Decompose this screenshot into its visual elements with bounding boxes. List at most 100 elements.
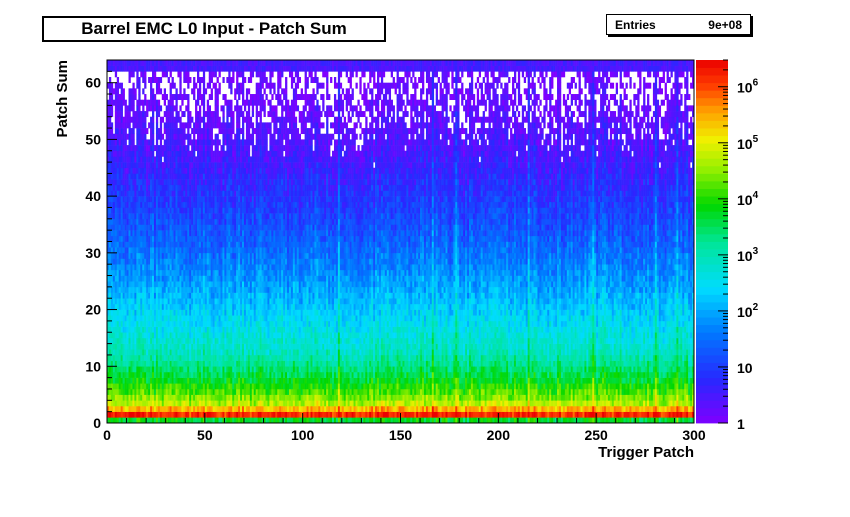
heatmap-cell bbox=[140, 275, 143, 282]
heatmap-cell bbox=[171, 354, 174, 361]
heatmap-cell bbox=[152, 405, 155, 412]
heatmap-cell bbox=[148, 213, 151, 220]
heatmap-cell bbox=[107, 354, 110, 361]
heatmap-cell bbox=[197, 269, 200, 276]
heatmap-cell bbox=[253, 360, 257, 367]
heatmap-cell bbox=[161, 201, 165, 208]
heatmap-cell bbox=[261, 150, 264, 157]
heatmap-cell bbox=[175, 145, 178, 152]
heatmap-cell bbox=[269, 354, 272, 361]
heatmap-cell bbox=[193, 366, 196, 373]
heatmap-cell bbox=[198, 179, 202, 186]
heatmap-cell bbox=[210, 133, 213, 140]
heatmap-cell bbox=[210, 77, 213, 83]
heatmap-cell bbox=[108, 184, 112, 191]
heatmap-cell bbox=[249, 332, 253, 339]
heatmap-cell bbox=[165, 417, 168, 424]
heatmap-cell bbox=[146, 349, 149, 356]
heatmap-cell bbox=[177, 116, 180, 123]
heatmap-cell bbox=[265, 315, 268, 322]
heatmap-cell bbox=[157, 201, 161, 208]
heatmap-cell bbox=[249, 167, 253, 174]
heatmap-cell bbox=[210, 60, 213, 66]
heatmap-cell bbox=[185, 150, 188, 157]
heatmap-cell bbox=[110, 366, 114, 373]
heatmap-cell bbox=[175, 173, 178, 180]
heatmap-cell bbox=[265, 230, 268, 237]
heatmap-cell bbox=[251, 173, 255, 180]
heatmap-cell bbox=[247, 309, 251, 316]
heatmap-cell bbox=[230, 224, 233, 231]
heatmap-cell bbox=[165, 411, 168, 418]
heatmap-cell bbox=[249, 235, 253, 242]
heatmap-cell bbox=[120, 82, 123, 89]
heatmap-cell bbox=[208, 332, 212, 339]
heatmap-cell bbox=[167, 315, 170, 322]
heatmap-cell bbox=[261, 99, 264, 106]
heatmap-cell bbox=[146, 173, 149, 180]
heatmap-cell bbox=[240, 150, 243, 157]
heatmap-cell bbox=[163, 224, 166, 231]
heatmap-cell bbox=[144, 286, 147, 293]
heatmap-cell bbox=[163, 122, 166, 129]
heatmap-cell bbox=[265, 190, 268, 197]
heatmap-cell bbox=[159, 411, 163, 418]
heatmap-cell bbox=[118, 201, 121, 208]
heatmap-cell bbox=[228, 99, 231, 106]
heatmap-cell bbox=[202, 207, 206, 214]
heatmap-cell bbox=[210, 400, 213, 407]
heatmap-cell bbox=[206, 218, 210, 225]
heatmap-cell bbox=[124, 309, 127, 316]
heatmap-cell bbox=[263, 139, 266, 146]
heatmap-cell bbox=[242, 269, 245, 276]
heatmap-cell bbox=[228, 417, 231, 424]
heatmap-cell bbox=[242, 286, 245, 293]
heatmap-cell bbox=[216, 213, 219, 220]
heatmap-cell bbox=[167, 354, 170, 361]
heatmap-cell bbox=[236, 105, 239, 112]
heatmap-cell bbox=[126, 213, 129, 220]
heatmap-cell bbox=[255, 252, 258, 259]
heatmap-cell bbox=[146, 105, 149, 112]
heatmap-cell bbox=[198, 196, 202, 203]
heatmap-cell bbox=[108, 218, 112, 225]
heatmap-cell bbox=[122, 122, 125, 129]
heatmap-cell bbox=[230, 275, 233, 282]
heatmap-cell bbox=[150, 207, 153, 214]
heatmap-cell bbox=[167, 360, 170, 367]
heatmap-cell bbox=[214, 179, 217, 186]
heatmap-cell bbox=[214, 201, 217, 208]
heatmap-cell bbox=[152, 303, 155, 310]
heatmap-cell bbox=[263, 71, 266, 78]
heatmap-cell bbox=[212, 258, 215, 265]
heatmap-cell bbox=[245, 388, 249, 395]
heatmap-cell bbox=[208, 292, 212, 299]
heatmap-cell bbox=[152, 218, 155, 225]
heatmap-cell bbox=[226, 173, 229, 180]
heatmap-cell bbox=[218, 315, 221, 322]
heatmap-cell bbox=[187, 133, 190, 140]
heatmap-cell bbox=[267, 309, 270, 316]
heatmap-cell bbox=[257, 349, 260, 356]
heatmap-cell bbox=[175, 394, 178, 401]
heatmap-cell bbox=[212, 377, 215, 384]
heatmap-cell bbox=[169, 213, 172, 220]
heatmap-cell bbox=[259, 111, 262, 118]
heatmap-cell bbox=[171, 371, 174, 378]
heatmap-cell bbox=[247, 196, 251, 203]
heatmap-cell bbox=[161, 400, 165, 407]
heatmap-cell bbox=[183, 258, 186, 265]
heatmap-cell bbox=[173, 167, 176, 174]
heatmap-cell bbox=[202, 111, 206, 118]
heatmap-cell bbox=[197, 139, 200, 146]
heatmap-cell bbox=[124, 315, 127, 322]
heatmap-cell bbox=[136, 235, 139, 242]
heatmap-cell bbox=[116, 139, 120, 146]
heatmap-cell bbox=[210, 179, 213, 186]
heatmap-cell bbox=[107, 292, 110, 299]
heatmap-cell bbox=[138, 116, 141, 123]
heatmap-cell bbox=[153, 167, 157, 174]
heatmap-cell bbox=[259, 411, 262, 418]
heatmap-cell bbox=[130, 292, 133, 299]
